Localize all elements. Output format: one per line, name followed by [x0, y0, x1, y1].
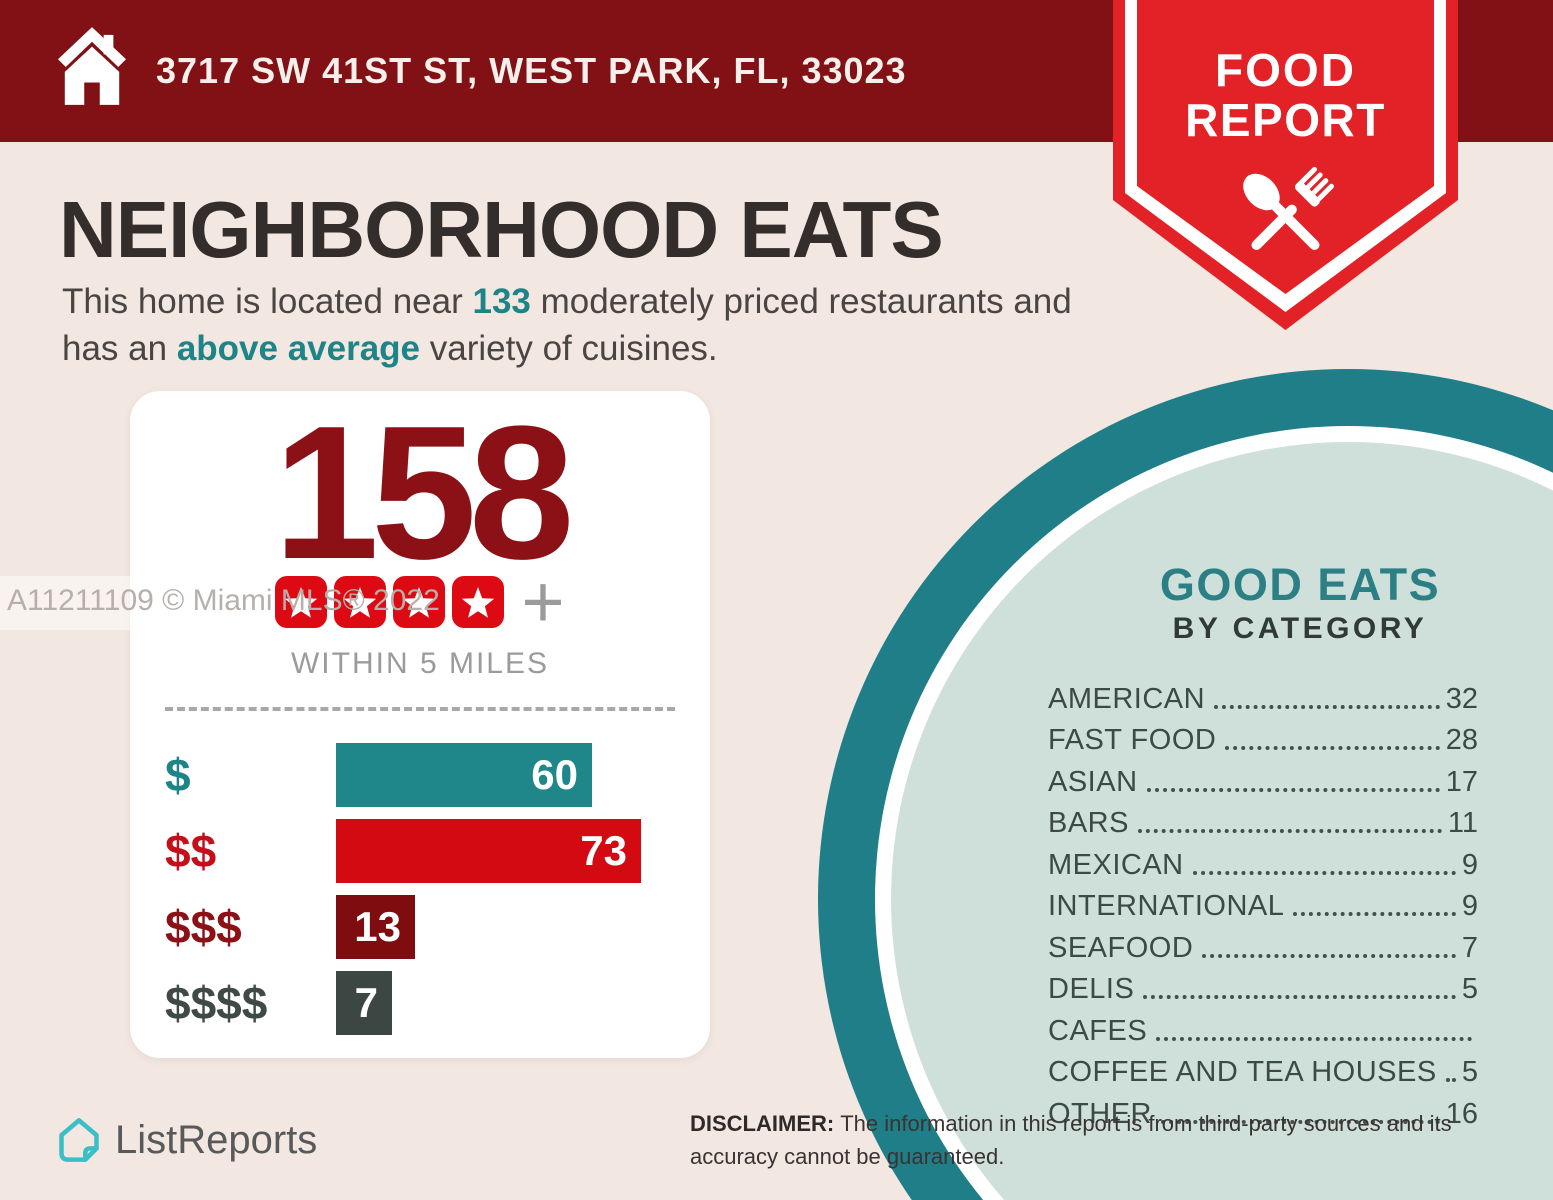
- category-label: COFFEE AND TEA HOUSES: [1048, 1056, 1437, 1088]
- property-address: 3717 SW 41ST ST, WEST PARK, FL, 33023: [156, 50, 907, 91]
- dotted-leader: [1161, 1119, 1440, 1124]
- price-level-label: $$: [165, 825, 217, 877]
- category-row: OTHER 16: [1048, 1089, 1478, 1131]
- price-level-bar: 60: [336, 743, 592, 807]
- category-row: MEXICAN 9: [1048, 840, 1478, 882]
- category-label: BARS: [1048, 807, 1129, 839]
- ribbon-line1: FOOD: [1215, 44, 1356, 96]
- dotted-leader: [1225, 746, 1440, 750]
- category-value: 17: [1445, 765, 1478, 798]
- category-label: SEAFOOD: [1048, 931, 1194, 964]
- listreports-house-icon: [59, 1118, 99, 1162]
- dashed-divider: [165, 707, 675, 711]
- category-value: 9: [1461, 890, 1478, 922]
- variety-highlight: above average: [176, 329, 421, 368]
- price-level-bar-chart: $60 $$ 73 $$$ 13 $$$$ 7: [130, 743, 710, 1047]
- category-label: OTHER: [1048, 1097, 1152, 1130]
- good-eats-subtitle: BY CATEGORY: [1172, 612, 1428, 645]
- watermark-band: [0, 576, 131, 630]
- dotted-leader: [1143, 995, 1456, 999]
- category-label: INTERNATIONAL: [1048, 890, 1285, 922]
- listreports-logo-text: ListReports: [115, 1117, 318, 1162]
- intro-text-prefix: This home is located near: [62, 282, 473, 321]
- category-row: BARS 11: [1048, 799, 1478, 841]
- category-list: AMERICAN 32 FAST FOOD 28 ASIAN 17 BARS 11 MEXICA…: [1048, 674, 1478, 1131]
- category-row: AMERICAN 32: [1048, 674, 1478, 716]
- category-label: CAFES: [1048, 1014, 1148, 1047]
- category-value: 5: [1461, 973, 1478, 1005]
- star-icon: [275, 576, 328, 628]
- disclaimer-label: DISCLAIMER:: [690, 1111, 835, 1136]
- star-icon: [393, 576, 446, 628]
- category-label: DELIS: [1048, 973, 1135, 1005]
- category-row: COFFEE AND TEA HOUSES 5: [1048, 1048, 1478, 1090]
- category-value: 7: [1461, 931, 1478, 964]
- home-icon: [58, 27, 126, 105]
- total-restaurant-count: 158: [273, 387, 574, 599]
- intro-text: This home is located near 133 moderately…: [62, 278, 1122, 372]
- price-chart-row: $$$ 13: [130, 895, 710, 959]
- star-badges: [275, 576, 505, 628]
- category-label: AMERICAN: [1048, 682, 1206, 715]
- price-level-label: $: [165, 749, 191, 801]
- good-eats-title: GOOD EATS: [1159, 559, 1441, 610]
- disclaimer-text: The information in this report is from t…: [690, 1111, 1452, 1169]
- dotted-leader: [1445, 1078, 1456, 1082]
- intro-text-middle: moderately priced restaurants and has an: [62, 282, 1072, 368]
- plus-sign: +: [521, 560, 565, 643]
- price-chart-row: $$ 73: [130, 819, 710, 883]
- category-row: DELIS 5: [1048, 965, 1478, 1007]
- dotted-leader: [1214, 704, 1440, 709]
- price-level-bar: 13: [336, 895, 415, 959]
- dotted-leader: [1202, 953, 1456, 958]
- price-level-label: $$$$: [165, 977, 268, 1029]
- restaurant-count: 133: [472, 282, 531, 321]
- mls-watermark: A11211109 © Miami MLS® 2022: [7, 584, 440, 617]
- category-value: 16: [1445, 1097, 1478, 1130]
- page-title: NEIGHBORHOOD EATS: [59, 185, 944, 274]
- dotted-leader: [1146, 787, 1440, 792]
- dotted-leader: [1192, 870, 1456, 875]
- category-label: ASIAN: [1048, 765, 1138, 798]
- category-value: 5: [1461, 1056, 1478, 1088]
- category-value: 28: [1445, 724, 1478, 756]
- ribbon-line2: REPORT: [1185, 94, 1386, 146]
- listreports-logo: ListReports: [58, 1112, 317, 1168]
- star-rating: +: [130, 560, 710, 643]
- star-icon: [334, 576, 387, 628]
- category-value: 11: [1447, 807, 1478, 839]
- category-label: FAST FOOD: [1048, 724, 1217, 756]
- category-row: SEAFOOD 7: [1048, 923, 1478, 965]
- category-row: FAST FOOD 28: [1048, 716, 1478, 758]
- category-label: MEXICAN: [1048, 848, 1184, 881]
- food-report-ribbon: FOOD REPORT: [1113, 0, 1458, 330]
- price-level-value: 7: [354, 979, 378, 1026]
- disclaimer: DISCLAIMER: The information in this repor…: [690, 1107, 1500, 1173]
- restaurant-summary-card: 158 + WITHIN 5 MILES $60 $$ 73 $$$ 13 $$$$ 7: [130, 391, 710, 1058]
- category-row: CAFES: [1048, 1006, 1478, 1048]
- price-chart-row: $$$$ 7: [130, 971, 710, 1035]
- category-value: 32: [1445, 682, 1478, 715]
- star-icon: [452, 576, 505, 628]
- price-level-value: 60: [531, 751, 578, 798]
- dotted-leader: [1137, 829, 1442, 833]
- category-value: 9: [1461, 848, 1478, 881]
- intro-text-suffix: variety of cuisines.: [420, 329, 718, 368]
- dotted-leader: [1293, 912, 1456, 916]
- price-level-bar: 73: [336, 819, 641, 883]
- price-level-value: 73: [580, 827, 627, 874]
- price-level-label: $$$: [165, 901, 242, 953]
- price-chart-row: $60: [130, 743, 710, 807]
- spoon-fork-icon: [1243, 166, 1334, 250]
- radius-label: WITHIN 5 MILES: [290, 647, 550, 680]
- price-level-bar: 7: [336, 971, 392, 1035]
- category-row: INTERNATIONAL 9: [1048, 882, 1478, 924]
- price-level-value: 13: [354, 903, 401, 950]
- dotted-leader: [1156, 1036, 1472, 1041]
- category-row: ASIAN 17: [1048, 757, 1478, 799]
